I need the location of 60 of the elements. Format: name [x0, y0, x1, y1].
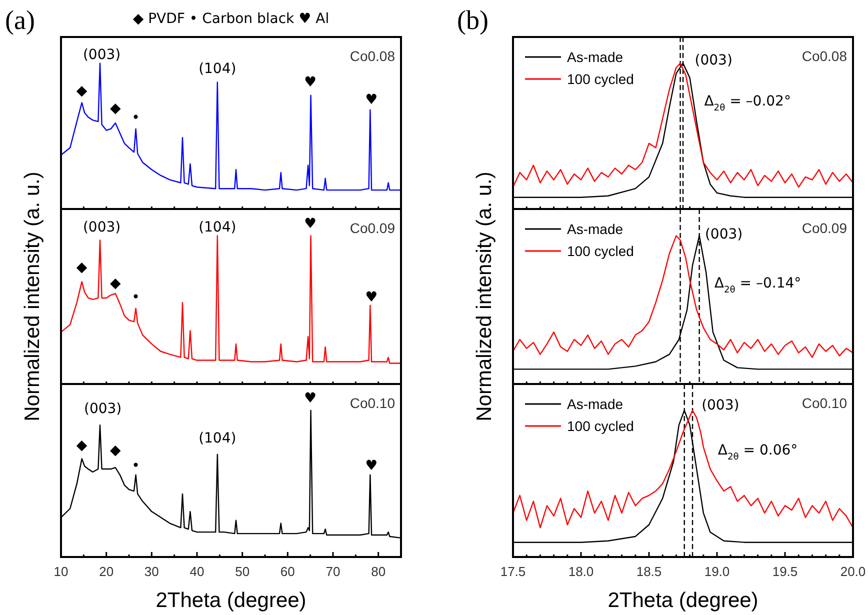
annotation: ◆ [110, 442, 122, 459]
text: ♥ [304, 216, 316, 232]
chart-title: (b) [457, 5, 488, 35]
annotation: (003) [704, 226, 743, 242]
annotation: ♥ [365, 458, 378, 474]
x-tick-label: 50 [235, 564, 250, 580]
legend-label: 100 cycled [567, 242, 634, 259]
annotation: (003) [694, 52, 732, 68]
x-tick-label: 70 [326, 564, 340, 580]
x-tick-label: 17.5 [500, 564, 526, 580]
text: ♥ [304, 390, 316, 407]
annotation: ◆ [110, 100, 122, 116]
x-tick-label: 18.5 [636, 564, 662, 580]
x-tick-label: 19.5 [772, 564, 798, 580]
x-tick-label: 10 [54, 564, 68, 580]
x-tick-label: 30 [144, 564, 159, 580]
text: ◆ PVDF • Carbon black ♥ Al [132, 11, 330, 27]
x-tick-label: 40 [190, 564, 204, 580]
text: (003) [82, 47, 121, 64]
text: (104) [198, 219, 236, 236]
x-tick-label: 80 [371, 564, 386, 580]
annotation: Δ$_{2θ}$ = –0.02° [704, 94, 791, 114]
annotation: ◆ [76, 260, 88, 276]
text: (003) [82, 219, 121, 236]
annotation: ◆ [110, 275, 122, 292]
y-axis-title: Normalized intensity (a. u.) [21, 172, 44, 422]
y-axis-title: Normalized intensity (a. u.) [473, 172, 496, 422]
annotation: (104) [198, 430, 236, 447]
legend-label: 100 cycled [567, 70, 634, 87]
annotation: ♥ [365, 289, 378, 306]
annotation: (003) [84, 401, 122, 418]
chart-subtitle: Co0.10 [350, 395, 396, 411]
annotation: ◆ [76, 83, 88, 100]
annotation: Δ$_{2θ}$ = 0.06° [718, 442, 798, 463]
legend-label: As-made [567, 220, 624, 237]
annotation: • [132, 110, 140, 126]
x-tick-label: 18.0 [568, 564, 594, 580]
chart-subtitle: Co0.10 [802, 395, 848, 411]
annotation: ♥ [304, 74, 316, 91]
chart-subtitle: Co0.08 [802, 48, 848, 64]
annotation: • [132, 458, 140, 474]
x-axis-title: 2Theta (degree) [156, 589, 306, 612]
x-tick-label: 20.0 [840, 564, 866, 580]
chart-subtitle: Co0.09 [802, 220, 848, 236]
legend-label: As-made [567, 48, 624, 65]
annotation: ♥ [365, 92, 378, 108]
legend-label: 100 cycled [567, 418, 634, 434]
x-tick-label: 20 [99, 564, 114, 580]
annotation: ◆ [76, 437, 88, 454]
annotation: (104) [198, 60, 236, 77]
chart-title: (a) [5, 5, 35, 35]
annotation: • [132, 289, 140, 306]
annotation: (003) [702, 398, 740, 414]
chart-subtitle: Co0.08 [350, 48, 396, 64]
chart-subtitle: Co0.09 [350, 220, 396, 236]
x-axis-title: 2Theta (degree) [608, 589, 758, 612]
x-tick-label: 60 [280, 564, 295, 580]
x-tick-label: 19.0 [704, 564, 730, 580]
legend-label: As-made [567, 396, 624, 412]
annotation: Δ$_{2θ}$ = –0.14° [714, 275, 802, 296]
